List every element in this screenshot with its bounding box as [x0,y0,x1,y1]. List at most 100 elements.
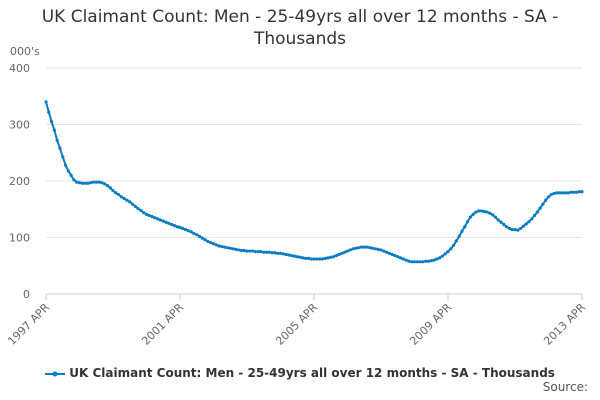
data-point [80,181,84,185]
data-point [513,227,517,232]
data-point [379,248,383,252]
data-point [183,227,188,232]
data-point [558,191,562,195]
data-point [482,209,486,214]
data-point [250,249,255,253]
data-point [284,252,288,257]
data-point [390,252,394,257]
data-point [287,253,291,257]
data-point [164,220,168,224]
data-point [237,248,241,252]
data-point [560,191,565,195]
data-point [569,190,573,194]
data-point [496,218,500,222]
data-point [181,226,185,231]
data-point [485,210,489,214]
data-point [147,213,151,218]
data-point [359,245,364,249]
data-point [156,217,160,221]
data-point [443,252,447,256]
data-point [133,204,137,209]
data-point [549,192,553,197]
data-point [438,256,442,260]
data-point [225,246,230,250]
data-point [488,211,492,215]
data-point [153,216,157,220]
data-point [320,257,324,261]
data-point [491,213,495,217]
data-point [61,155,65,159]
data-point [331,255,336,259]
data-point [326,256,330,260]
data-point [393,253,397,258]
data-point [577,190,581,194]
data-point [267,250,271,254]
data-point [100,181,104,185]
data-point [47,110,51,114]
data-point [502,222,506,227]
data-point [479,209,484,213]
data-point [572,190,576,194]
source: Source: [542,380,588,394]
data-point [158,218,163,222]
data-point [175,225,179,229]
y-tick-label: 100 [9,232,30,245]
data-point [412,260,417,264]
data-point [206,239,210,244]
data-point [122,196,126,201]
data-point [83,181,87,185]
data-point [253,250,257,254]
data-point [197,234,202,238]
data-point [161,219,165,223]
data-point [211,242,216,246]
data-point [259,250,263,254]
data-point [167,221,171,225]
legend-symbol [45,371,66,376]
data-point [94,180,98,184]
data-point [329,255,333,259]
data-point [421,260,425,264]
data-point [518,226,523,231]
data-point [465,220,470,224]
data-point [234,247,238,251]
data-point [220,244,224,249]
data-point [357,246,361,250]
data-point [337,252,341,257]
data-point [354,246,358,250]
data-point [248,249,252,253]
data-point [493,215,498,219]
data-point [108,186,112,190]
x-tick-label: 1997 APR [5,301,52,348]
data-point [387,251,391,255]
data-point [97,180,101,184]
data-point [217,244,221,248]
data-point [440,254,445,258]
x-tick-label: 2009 APR [407,301,454,348]
data-point [130,202,135,206]
data-point [239,248,244,253]
data-point [186,229,190,233]
data-point [281,252,285,256]
data-point [471,212,475,216]
data-point [136,207,140,211]
data-point [306,256,311,261]
data-point [382,249,386,253]
data-point [290,253,294,258]
data-point [309,257,313,261]
data-point [541,202,545,206]
data-point [407,259,411,263]
data-point [44,100,48,104]
data-point [505,225,509,229]
data-point [69,173,73,177]
data-point [116,192,121,197]
data-point [527,220,531,224]
data-point [223,245,227,249]
data-point [142,211,146,215]
data-point [150,214,154,219]
data-point [451,243,456,248]
data-point [384,250,389,254]
data-point [373,247,378,251]
data-point [295,255,299,259]
data-point [301,256,305,260]
